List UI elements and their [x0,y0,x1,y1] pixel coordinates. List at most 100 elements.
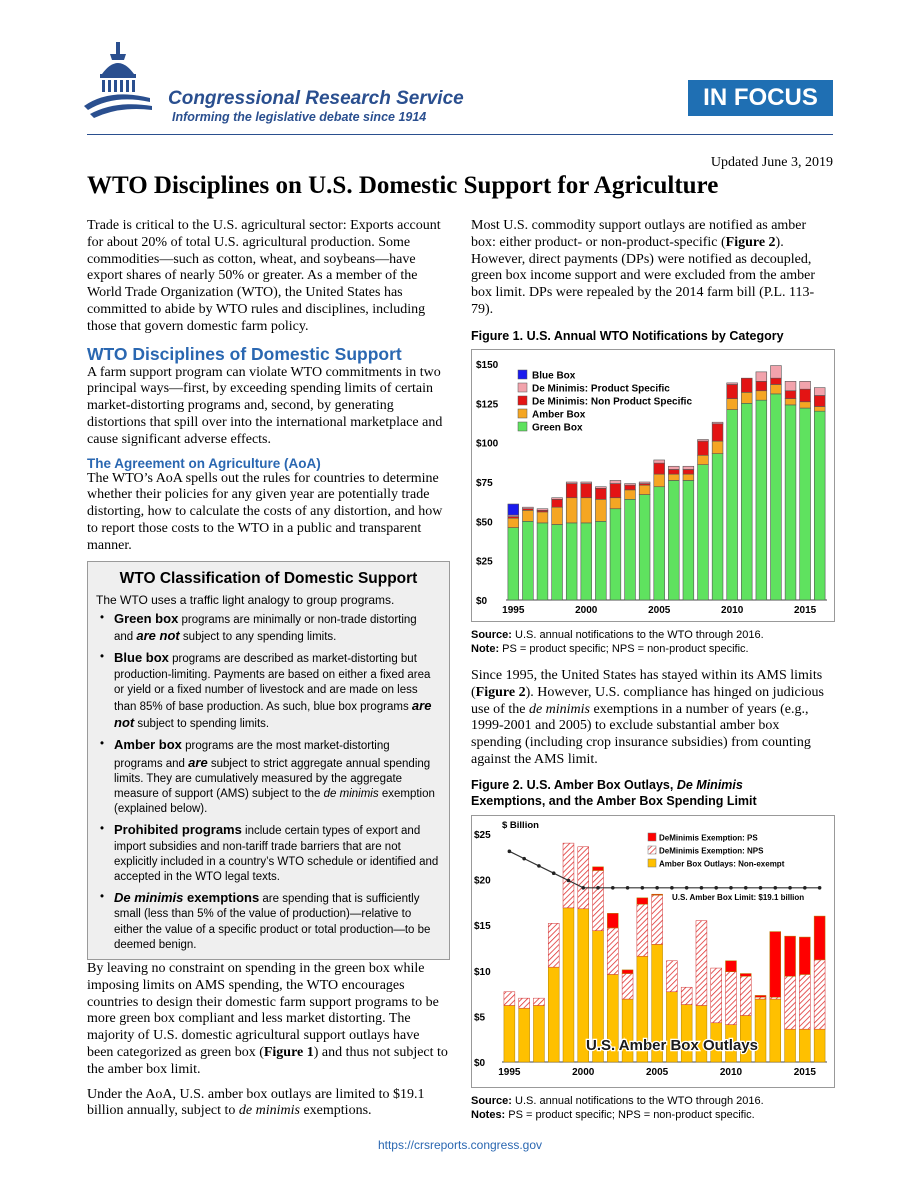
bar-segment [697,454,709,465]
bar-segment [799,401,811,409]
legend-swatch [517,408,528,419]
legend-label: De Minimis: Product Specific [532,384,670,395]
bar-segment [518,1007,530,1063]
bar-segment [740,976,752,1016]
figure1-title: Figure 1. U.S. Annual WTO Notifications … [471,329,784,343]
bar-segment [503,1005,516,1063]
bar-segment [562,842,575,909]
limit-point [803,886,807,890]
bar-segment [682,465,695,470]
limit-paragraph: Under the AoA, U.S. amber box outlays ar… [87,1086,425,1119]
bar-segment [813,1028,826,1063]
limit-point [714,886,719,890]
bar-segment [547,966,560,1063]
crs-logo [80,40,166,120]
bar-segment [784,935,796,977]
bar-segment [770,393,782,601]
bar-segment [799,388,811,403]
limit-point [537,864,541,868]
bar-segment [565,522,578,601]
bar-segment [770,384,782,395]
bar-segment [725,960,737,972]
bar-segment [725,971,737,1025]
bar-segment [668,473,680,481]
figure2-svg: $0 $5 $10 $15 $20 $25 $ Billion U.S. Amber Box … [474,820,827,1078]
limit-line [509,850,820,889]
bar-segment [653,459,665,464]
bar-segment [740,973,752,977]
bar-segment [668,465,680,470]
list-item: De minimis exemptions are spending that … [96,890,439,953]
limit-point [773,886,778,890]
limit-point [640,886,645,890]
bar-segment [697,439,709,442]
limit-point [670,886,674,890]
footer-url[interactable]: https://crsreports.congress.gov [377,1138,543,1152]
legend-label: Amber Box Outlays: Non-exempt [659,860,785,869]
bar-segment [595,487,607,500]
bar-segment [522,506,534,510]
legend-label: Blue Box [532,371,576,382]
bar-segment [668,469,680,475]
bar-segment [551,497,563,500]
y-unit-label: $ Billion [502,820,539,831]
bar-segment [799,407,811,601]
aoa-paragraph: The WTO’s AoA spells out the rules for c… [87,470,443,553]
bar-segment [666,960,678,993]
bar-segment [638,481,651,484]
header-rule [87,134,833,135]
bar-segment [624,499,636,601]
bar-segment [769,996,782,1000]
bar-segment [609,497,622,510]
bar-segment [536,511,549,524]
bar-segment [682,473,695,481]
bar-segment [565,483,578,499]
limit-point [655,886,659,890]
bar-segment [784,398,797,406]
bar-segment [682,480,695,601]
bar-segment [741,377,753,393]
x-tick-label: 2005 [648,605,671,616]
right-column-mid: Since 1995, the United States has stayed… [471,668,833,769]
bar-segment [682,469,695,475]
bar-segment [726,398,738,410]
limit-point [743,886,748,890]
x-tick-label: 2000 [572,1067,595,1078]
bar-segment [624,483,636,486]
bar-segment [562,907,575,1063]
y-tick-label: $0 [474,1058,486,1069]
bar-segment [770,365,782,379]
bar-segment [711,423,724,442]
green-box-paragraph: By leaving no constraint on spending in … [87,961,448,1077]
bar-segment [814,395,826,407]
bar-segment [814,406,826,412]
legend-label: Green Box [532,423,583,434]
y-tick-label: $20 [474,876,491,887]
amber-paragraph: Most U.S. commodity support outlays are … [471,218,816,317]
bar-segment [799,936,811,975]
bar-segment [653,473,665,488]
bar-segment [565,481,578,484]
bar-segment [636,897,649,905]
bar-segment [755,399,768,601]
bar-segment [624,484,636,491]
bar-segment [536,508,549,511]
bar-segment [536,522,549,601]
bar-segment [813,915,826,961]
bar-segment [551,506,563,525]
figure2-source: Source: U.S. annual notifications to the… [471,1095,764,1121]
figure2-title: Figure 2. U.S. Amber Box Outlays, De Min… [471,778,757,808]
bar-segment [577,846,589,910]
legend-swatch [517,382,528,393]
x-tick-label: 2000 [575,605,598,616]
bar-segment [799,974,811,1030]
limit-point [699,886,704,890]
limit-point [684,886,689,890]
bar-segment [651,894,663,945]
bar-segment [592,870,604,931]
box-intro: The WTO uses a traffic light analogy to … [96,593,395,607]
bar-segment [533,1005,545,1063]
intro-paragraph: Trade is critical to the U.S. agricultur… [87,218,441,334]
bar-segment [638,484,651,495]
bar-segment [814,387,826,396]
